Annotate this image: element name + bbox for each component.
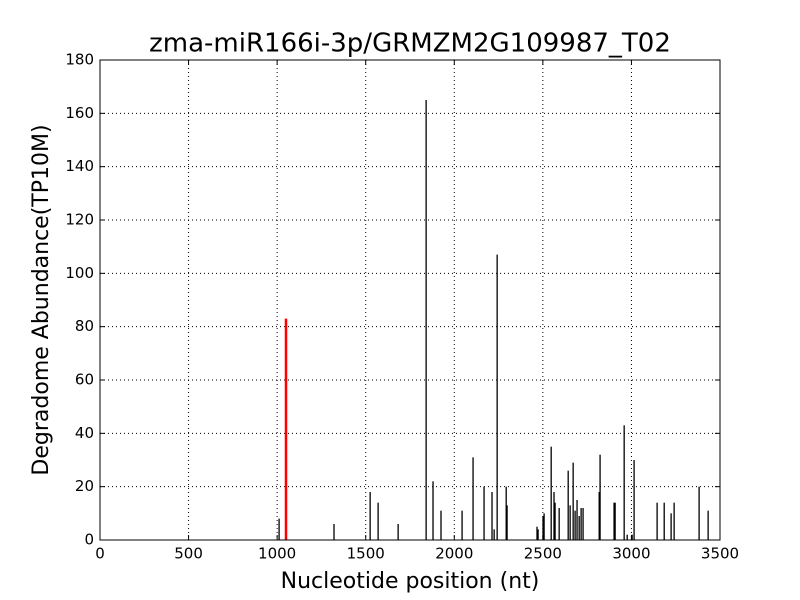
x-tick-label: 500 bbox=[174, 545, 203, 563]
x-tick-label: 1500 bbox=[347, 545, 385, 563]
x-tick-label: 3500 bbox=[701, 545, 739, 563]
x-tick-label: 1000 bbox=[258, 545, 296, 563]
x-tick-label: 0 bbox=[95, 545, 105, 563]
chart-title: zma-miR166i-3p/GRMZM2G109987_T02 bbox=[149, 29, 671, 59]
x-tick-label: 3000 bbox=[612, 545, 650, 563]
y-tick-label: 180 bbox=[65, 51, 94, 69]
y-tick-label: 20 bbox=[75, 477, 94, 495]
y-tick-label: 0 bbox=[84, 531, 94, 549]
y-axis-label: Degradome Abundance(TP10M) bbox=[29, 124, 54, 475]
y-tick-label: 40 bbox=[75, 424, 94, 442]
plot-frame bbox=[99, 59, 721, 541]
y-tick-label: 100 bbox=[65, 264, 94, 282]
x-tick-label: 2500 bbox=[524, 545, 562, 563]
y-tick-label: 80 bbox=[75, 317, 94, 335]
x-axis-label: Nucleotide position (nt) bbox=[281, 569, 540, 594]
y-tick-label: 60 bbox=[75, 371, 94, 389]
y-tick-label: 160 bbox=[65, 104, 94, 122]
y-tick-label: 120 bbox=[65, 211, 94, 229]
x-tick-label: 2000 bbox=[435, 545, 473, 563]
y-tick-label: 140 bbox=[65, 157, 94, 175]
